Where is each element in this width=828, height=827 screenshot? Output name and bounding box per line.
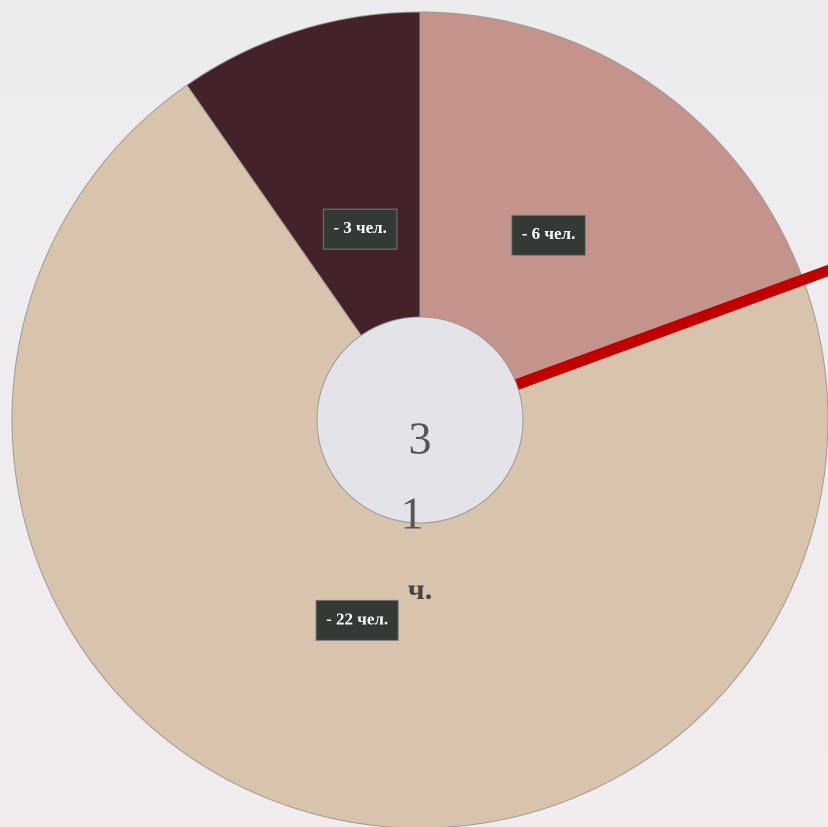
label-box — [511, 214, 586, 256]
slice — [419, 11, 804, 421]
center-text: 1 — [401, 488, 424, 539]
center-hole — [316, 316, 524, 524]
data-label: - 6 чел. — [511, 214, 586, 256]
label-text: - 22 чел. — [326, 609, 388, 628]
center-text: 3 — [409, 413, 432, 464]
data-label: - 3 чел. — [322, 208, 398, 250]
label-box — [322, 208, 398, 250]
label-text: - 6 чел. — [522, 224, 576, 243]
label-box — [315, 599, 399, 641]
data-label: - 22 чел. — [315, 599, 399, 641]
center-text: ч. — [408, 573, 432, 606]
slice — [186, 11, 421, 422]
labels: - 6 чел. - 22 чел. - 3 чел. — [315, 208, 586, 641]
label-text: - 3 чел. — [333, 218, 387, 237]
